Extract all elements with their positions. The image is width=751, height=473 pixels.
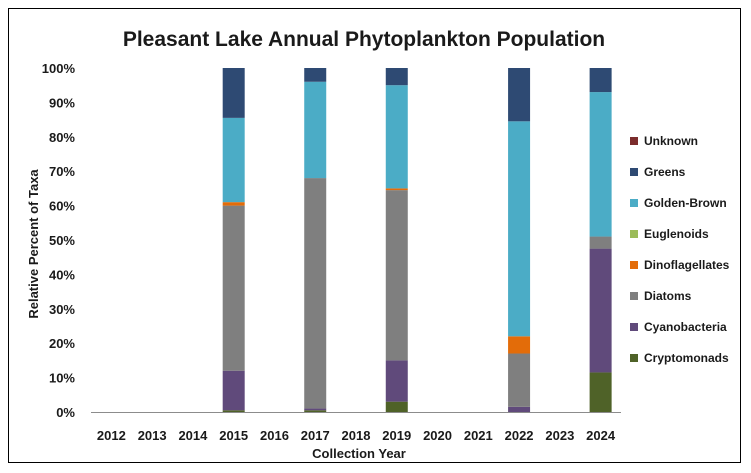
bar-segment [222,410,245,412]
bar-segment [304,408,327,411]
legend-label: Cyanobacteria [644,320,727,334]
y-tick-label: 10% [49,371,75,386]
legend-swatch [630,199,638,207]
x-tick-label: 2013 [138,428,167,443]
bar-segment [304,178,327,409]
bar-segment [304,68,327,82]
legend-label: Unknown [644,134,698,148]
x-tick-label: 2012 [97,428,126,443]
legend-label: Golden-Brown [644,196,727,210]
y-tick-label: 100% [42,61,76,76]
bar-segment [589,372,612,412]
bar-segment [222,117,245,203]
y-axis-title: Relative Percent of Taxa [26,169,41,319]
legend-label: Cryptomonads [644,351,729,365]
x-tick-label: 2016 [260,428,289,443]
chart-frame: Pleasant Lake Annual Phytoplankton Popul… [8,8,741,463]
legend: Unknown Greens Golden-Brown Euglenoids Dinof… [630,134,730,365]
bar-segment [385,360,408,402]
x-tick-label: 2023 [545,428,574,443]
bar-segment [589,68,612,93]
bar-segment [508,336,531,354]
x-tick-label: 2022 [505,428,534,443]
legend-swatch [630,261,638,269]
bar-segment [304,81,327,179]
y-tick-label: 30% [49,302,75,317]
bar-segment [385,85,408,189]
x-tick-label: 2021 [464,428,493,443]
bar-segment [222,68,245,118]
legend-label: Euglenoids [644,227,709,241]
y-tick-label: 20% [49,336,75,351]
y-axis-ticks: 0% 10% 20% 30% 40% 50% 60% 70% 80% 90% 100% [42,61,76,420]
stacked-bar-chart: Pleasant Lake Annual Phytoplankton Popul… [26,28,730,461]
x-tick-label: 2015 [219,428,248,443]
x-tick-label: 2014 [178,428,208,443]
y-tick-label: 40% [49,267,75,282]
legend-swatch [630,354,638,362]
bar-segment [222,205,245,371]
bar-segment [508,406,531,412]
y-tick-label: 50% [49,233,75,248]
chart-title: Pleasant Lake Annual Phytoplankton Popul… [123,28,605,51]
y-tick-label: 60% [49,199,75,214]
bar-segment [385,401,408,412]
bar-stack-group [222,68,612,412]
bar-segment [385,68,408,86]
bar-segment [589,236,612,249]
legend-swatch [630,323,638,331]
y-tick-label: 80% [49,130,75,145]
bar-segment [385,188,408,191]
x-tick-label: 2017 [301,428,330,443]
y-tick-label: 90% [49,95,75,110]
legend-swatch [630,292,638,300]
legend-swatch [630,137,638,145]
bar-segment [222,370,245,411]
legend-swatch [630,168,638,176]
bar-segment [508,68,531,122]
x-axis-ticks: 2012 2013 2014 2015 2016 2017 2018 2019 2020 2021… [97,428,616,443]
legend-label: Greens [644,165,686,179]
x-tick-label: 2024 [586,428,616,443]
y-tick-label: 0% [56,405,75,420]
bar-segment [508,353,531,407]
x-axis-title: Collection Year [312,446,406,461]
bar-segment [222,202,245,206]
bar-segment [304,410,327,412]
bar-segment [385,190,408,361]
x-tick-label: 2020 [423,428,452,443]
y-tick-label: 70% [49,164,75,179]
x-tick-label: 2018 [342,428,371,443]
bar-segment [589,248,612,373]
legend-label: Dinoflagellates [644,258,730,272]
bar-segment [508,121,531,337]
legend-swatch [630,230,638,238]
legend-label: Diatoms [644,289,692,303]
bar-segment [589,92,612,237]
x-tick-label: 2019 [382,428,411,443]
